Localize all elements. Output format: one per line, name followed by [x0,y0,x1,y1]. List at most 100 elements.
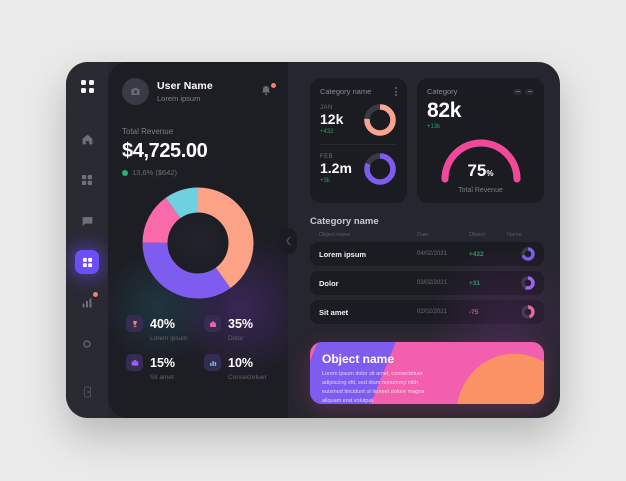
kpi-donut-jan [364,104,396,136]
user-name: User Name [157,80,213,93]
gauge-caption: Total Revenue [458,187,503,194]
gauge-progress [441,139,520,183]
kpi-card-title: Category [427,87,458,96]
revenue-label: Total Revenue [122,127,174,136]
stats-grid: 40% Lorem ipsum 35% Dolor 15% [122,315,274,381]
sidebar-item-chat[interactable] [75,209,99,233]
table-row[interactable]: Lorem ipsum 04/02/2021 +432 [310,242,544,266]
column-date: Date [417,232,429,238]
notification-badge [92,291,99,298]
stat-item[interactable]: 10% Consectetuer [204,354,270,381]
cell-object: -75 [469,308,479,316]
stat-value: 10% [228,356,254,370]
card-actions[interactable] [513,88,534,95]
row-donut-icon [521,276,535,290]
column-object-name: Object name [319,232,351,238]
kpi-row: Category name JAN 12k +432 [310,78,544,203]
sidebar [66,62,108,418]
user-subtitle: Lorem ipsum [157,93,201,103]
dashboard-window: User Name Lorem ipsum Total Revenue $4,7… [66,62,560,418]
promo-banner[interactable]: Object name Lorem ipsum dolor sit amet, … [310,342,544,404]
stat-value: 15% [150,356,176,370]
table-header: Object name Date Object Name [310,232,544,242]
wine-glass-icon [126,315,143,332]
row-donut-icon [521,305,535,319]
chevron-left-icon [285,236,291,246]
cell-date: 03/02/2021 [417,280,448,286]
stat-value: 35% [228,317,254,331]
profile-header: User Name Lorem ipsum [122,78,276,105]
bell-icon [262,85,270,95]
kpi-month: FEB [320,154,334,160]
kpi-card-title: Category name [320,87,372,96]
revenue-amount: $4,725.00 [122,140,208,162]
table-row[interactable]: Sit amet 02/02/2021 -75 [310,300,544,324]
dots-vertical-icon[interactable] [395,87,397,96]
avatar[interactable] [122,78,149,105]
sidebar-item-dashboard[interactable] [75,250,99,274]
stat-caption: Lorem ipsum [150,335,188,342]
home-icon [82,134,92,144]
cell-object-name: Lorem ipsum [319,249,367,259]
grid-icon [82,175,92,185]
logout-icon [83,386,91,398]
stat-value: 40% [150,317,176,331]
gauge-value: 75 [467,161,487,180]
donut-svg [142,187,254,299]
cell-date: 02/02/2021 [417,309,448,315]
sidebar-item-analytics[interactable] [75,291,99,315]
overview-panel: User Name Lorem ipsum Total Revenue $4,7… [108,62,288,418]
gear-icon [83,340,91,348]
revenue-donut-chart [122,187,274,299]
gauge-unit: % [486,169,494,178]
bars-icon [204,354,221,371]
row-donut-icon [521,247,535,261]
briefcase-icon [126,354,143,371]
kpi-metric-row: JAN 12k +432 [320,103,397,137]
bar-chart-icon [82,298,92,308]
kpi-value: 1.2m [320,160,352,176]
cell-object-name: Sit amet [319,307,349,317]
notifications-button[interactable] [260,82,276,100]
stat-item[interactable]: 35% Dolor [204,315,270,342]
kpi-donut-feb [364,153,396,185]
stat-item[interactable]: 15% Sit amet [126,354,192,381]
kpi-delta: +3k [320,178,330,184]
dots-grid-logo-icon[interactable] [80,80,94,93]
cell-date: 04/02/2021 [417,251,448,257]
sidebar-item-grid[interactable] [75,168,99,192]
stat-item[interactable]: 40% Lorem ipsum [126,315,192,342]
revenue-delta: 13,6% ($642) [122,168,274,177]
bell-badge [270,82,276,88]
kpi-card-category: Category 82k +13k 75% Total Revenue [417,78,544,203]
kpi-metric-row: FEB 1.2m +3k [320,152,397,186]
kpi-month: JAN [320,105,333,111]
kpi-value: 12k [320,111,344,127]
gauge-chart: 75% Total Revenue [427,131,534,194]
table-row[interactable]: Dolor 03/02/2021 +31 [310,271,544,295]
banner-body: Lorem ipsum dolor sit amet, consectetuer… [322,371,425,404]
banner-title: Object name [322,352,395,366]
status-dot-icon [122,169,128,176]
details-panel: Category name JAN 12k +432 [288,62,560,418]
sidebar-item-settings[interactable] [75,332,99,356]
column-name: Name [507,232,522,238]
chat-icon [82,216,92,226]
cell-object-name: Dolor [319,278,339,288]
camera-icon [131,87,140,95]
cell-object: +432 [469,250,484,258]
donut-segment-2 [142,187,254,299]
sidebar-item-logout[interactable] [75,380,99,404]
collapse-panel-button[interactable] [279,228,297,254]
stat-caption: Dolor [228,335,244,342]
gauge-svg [441,139,520,183]
kpi-big-value: 82k [427,99,462,122]
stat-caption: Consectetuer [228,374,267,381]
kpi-delta: +432 [320,129,334,135]
donut-center [168,213,228,273]
cell-object: +31 [469,279,481,287]
gauge-value-wrap: 75% [435,161,527,181]
column-object: Object [469,232,485,238]
sidebar-item-home[interactable] [75,127,99,151]
dashboard-icon [82,257,92,267]
